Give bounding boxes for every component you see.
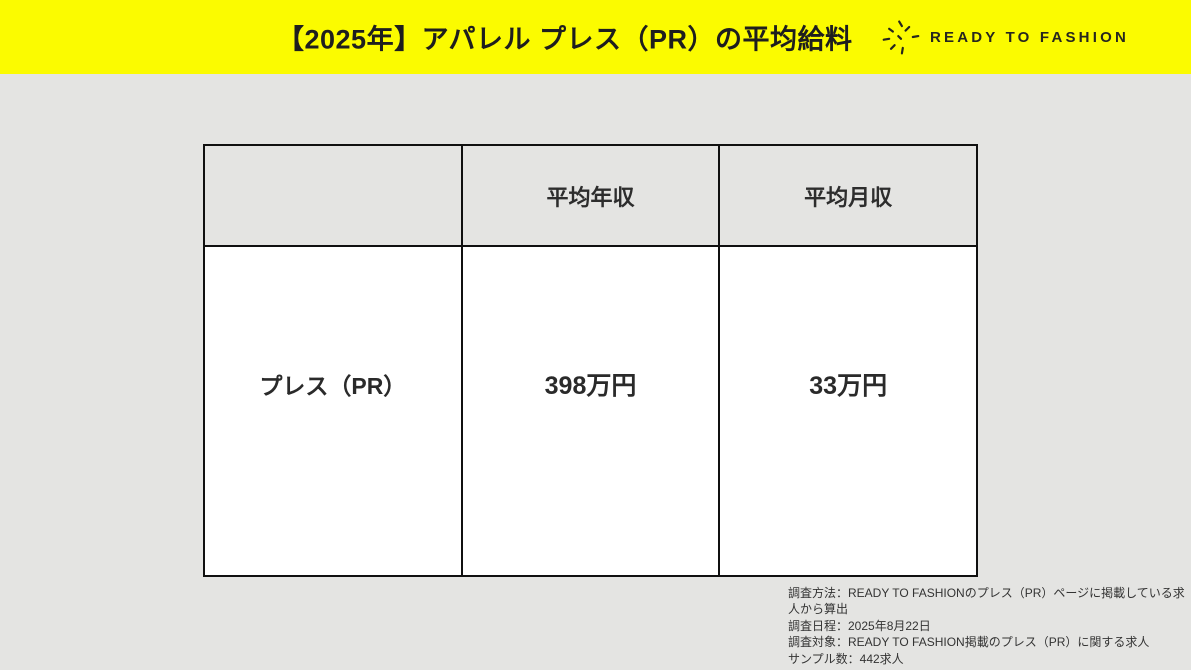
brand-logo-text: READY TO FASHION <box>929 28 1129 46</box>
column-header-average-monthly-salary: 平均月収 <box>718 146 976 245</box>
footnote-method: 調査方法：READY TO FASHIONのプレス（PR）ページに掲載している求… <box>788 586 1185 617</box>
header-bar: 【2025年】アパレル プレス（PR）の平均給料 READY TO FASHIO… <box>0 0 1191 74</box>
value-average-annual-salary: 398万円 <box>460 247 719 575</box>
value-average-monthly-salary: 33万円 <box>718 247 976 575</box>
table-header-row: 平均年収 平均月収 <box>205 146 976 247</box>
brand-logo: READY TO FASHION <box>881 17 1129 57</box>
sparkle-icon <box>881 17 921 57</box>
footnote-target: 調査対象：READY TO FASHION掲載のプレス（PR）に関する求人 <box>788 635 1150 650</box>
salary-table: 平均年収 平均月収 プレス（PR） 398万円 33万円 <box>203 144 978 577</box>
table-row: プレス（PR） 398万円 33万円 <box>205 247 976 575</box>
table-corner-cell <box>205 146 461 245</box>
footnote-sample-size: サンプル数：442求人 <box>788 651 904 666</box>
row-label-press-pr: プレス（PR） <box>259 373 407 399</box>
footnote-date: 調査日程：2025年8月22日 <box>788 618 931 633</box>
page-title: 【2025年】アパレル プレス（PR）の平均給料 <box>277 24 853 55</box>
survey-footnote: 調査方法：READY TO FASHIONのプレス（PR）ページに掲載している求… <box>788 585 1186 667</box>
column-header-average-annual-salary: 平均年収 <box>460 146 719 245</box>
